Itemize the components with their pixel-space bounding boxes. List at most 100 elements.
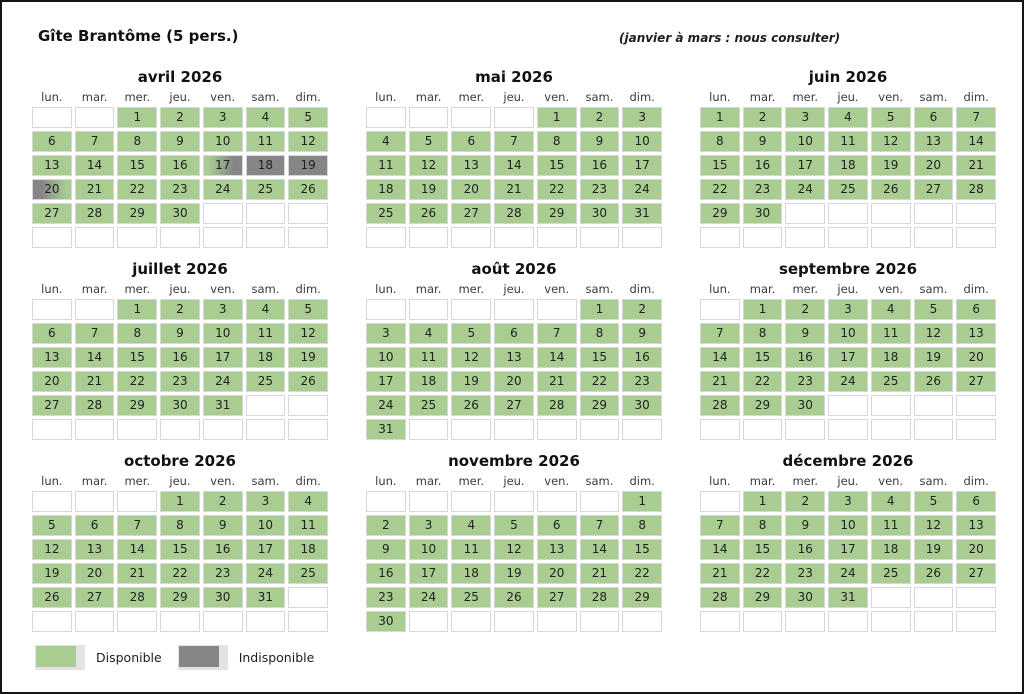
day-cell: 22 xyxy=(117,371,158,392)
day-header-row: lun. mar. mer. jeu. ven. sam. dim. xyxy=(366,89,662,105)
day-cell: 26 xyxy=(494,587,534,608)
day-header: jeu. xyxy=(503,90,525,104)
empty-cell xyxy=(245,419,286,440)
empty-cell xyxy=(785,227,826,248)
empty-cell xyxy=(288,587,328,608)
day-header: dim. xyxy=(963,90,989,104)
day-cell: 24 xyxy=(202,179,243,200)
day-cell: 2 xyxy=(160,299,200,320)
empty-cell xyxy=(288,419,328,440)
day-cell: 18 xyxy=(245,347,286,368)
day-cell: 12 xyxy=(32,539,72,560)
empty-cell xyxy=(288,227,328,248)
page-title: Gîte Brantôme (5 pers.) xyxy=(38,27,239,45)
day-cell: 7 xyxy=(117,515,158,536)
day-cell: 23 xyxy=(160,179,200,200)
empty-cell xyxy=(700,419,740,440)
day-cell: 14 xyxy=(536,347,577,368)
day-cell: 19 xyxy=(288,347,328,368)
day-cell: 18 xyxy=(870,347,911,368)
empty-cell xyxy=(494,227,534,248)
empty-cell xyxy=(32,419,72,440)
empty-cell xyxy=(494,611,534,632)
day-header: ven. xyxy=(210,90,236,104)
empty-cell xyxy=(494,299,534,320)
day-header: mar. xyxy=(415,474,442,488)
day-cell: 21 xyxy=(117,563,158,584)
day-cell: 1 xyxy=(160,491,200,512)
empty-cell xyxy=(870,227,911,248)
day-cell: 1 xyxy=(742,491,783,512)
empty-cell xyxy=(366,299,406,320)
empty-cell xyxy=(742,419,783,440)
empty-cell xyxy=(408,491,449,512)
day-cell: 27 xyxy=(494,395,534,416)
day-cell: 8 xyxy=(160,515,200,536)
empty-cell xyxy=(32,227,72,248)
day-cell: 23 xyxy=(622,371,662,392)
day-cell: 8 xyxy=(742,323,783,344)
day-cell: 29 xyxy=(700,203,740,224)
day-cell: 28 xyxy=(74,395,115,416)
empty-cell xyxy=(870,203,911,224)
empty-cell xyxy=(245,611,286,632)
day-cell: 4 xyxy=(828,107,868,128)
day-cell: 16 xyxy=(742,155,783,176)
day-cell: 11 xyxy=(870,515,911,536)
day-header: mar. xyxy=(749,282,776,296)
empty-cell xyxy=(202,203,243,224)
day-header: lun. xyxy=(41,282,63,296)
day-cell: 1 xyxy=(117,299,158,320)
empty-cell xyxy=(579,611,620,632)
empty-cell xyxy=(74,227,115,248)
consult-note: (janvier à mars : nous consulter) xyxy=(619,31,841,45)
day-cell: 7 xyxy=(700,515,740,536)
day-cell: 6 xyxy=(536,515,577,536)
day-cell: 27 xyxy=(536,587,577,608)
empty-cell xyxy=(366,491,406,512)
day-header: sam. xyxy=(919,474,948,488)
day-cell: 25 xyxy=(245,179,286,200)
day-cell: 27 xyxy=(32,203,72,224)
day-cell: 7 xyxy=(700,323,740,344)
day-cell: 23 xyxy=(742,179,783,200)
day-cell: 20 xyxy=(494,371,534,392)
day-header: mer. xyxy=(458,474,485,488)
day-cell: 30 xyxy=(579,203,620,224)
day-header: mer. xyxy=(792,474,819,488)
empty-cell xyxy=(913,611,954,632)
month-grid: 1 2 3 4 5 6 7 8 9 10 11 12 13 14 15 16 17 18 19 20 21 22 23 24 2… xyxy=(32,107,328,248)
day-header-row: lun. mar. mer. jeu. ven. sam. dim. xyxy=(700,473,996,489)
month-title: octobre 2026 xyxy=(124,452,236,470)
empty-cell xyxy=(700,611,740,632)
day-header: lun. xyxy=(375,282,397,296)
day-cell: 7 xyxy=(579,515,620,536)
day-cell: 19 xyxy=(451,371,492,392)
day-cell: 16 xyxy=(366,563,406,584)
day-cell: 29 xyxy=(579,395,620,416)
empty-cell xyxy=(870,587,911,608)
month-grid: 1 2 3 4 5 6 7 8 9 10 11 12 13 14 15 16 17 18 19 20 21 22 23 24 2… xyxy=(366,491,662,632)
day-cell: 18 xyxy=(366,179,406,200)
day-header: sam. xyxy=(919,90,948,104)
day-cell: 19 xyxy=(870,155,911,176)
day-cell: 23 xyxy=(366,587,406,608)
day-header: dim. xyxy=(629,474,655,488)
day-cell: 16 xyxy=(785,539,826,560)
day-cell: 19 xyxy=(913,539,954,560)
day-cell: 5 xyxy=(494,515,534,536)
day-cell: 27 xyxy=(913,179,954,200)
day-cell: 27 xyxy=(32,395,72,416)
empty-cell xyxy=(785,203,826,224)
day-cell: 8 xyxy=(622,515,662,536)
day-cell: 26 xyxy=(913,371,954,392)
empty-cell xyxy=(32,491,72,512)
day-cell: 13 xyxy=(494,347,534,368)
day-cell: 3 xyxy=(202,107,243,128)
day-cell: 22 xyxy=(742,563,783,584)
day-cell: 27 xyxy=(956,371,996,392)
day-cell: 21 xyxy=(536,371,577,392)
day-cell: 5 xyxy=(32,515,72,536)
day-cell: 30 xyxy=(202,587,243,608)
month-grid: 1 2 3 4 5 6 7 8 9 10 11 12 13 14 15 16 17 18 19 20 21 22 23 24 2… xyxy=(32,299,328,440)
